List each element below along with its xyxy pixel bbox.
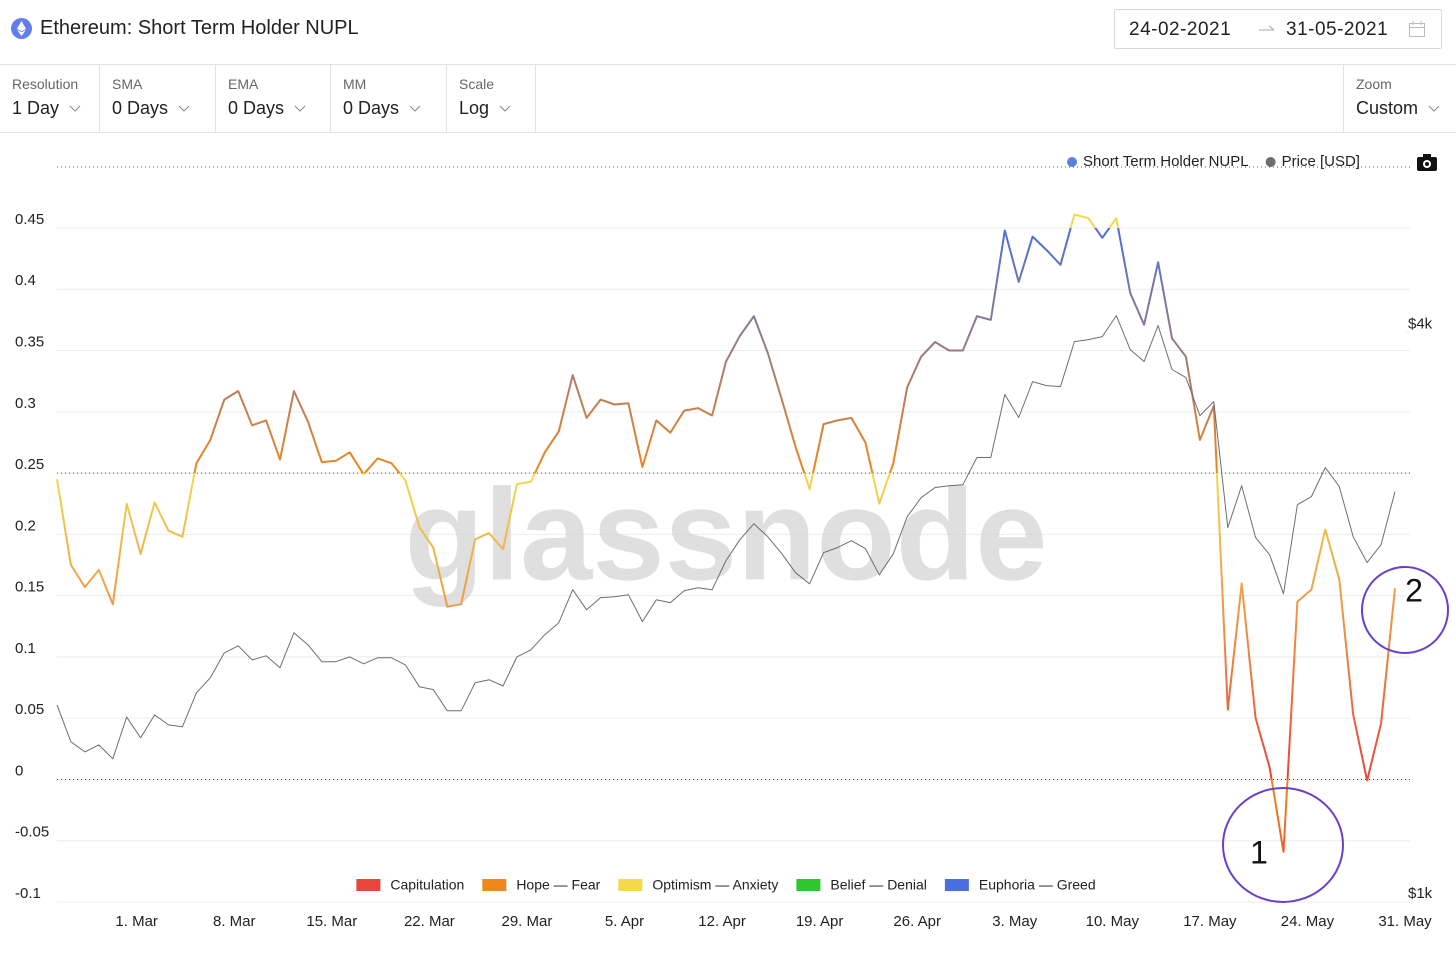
zone-swatch — [618, 879, 643, 891]
annotation-circle — [1222, 787, 1344, 903]
x-tick-label: 24. May — [1281, 913, 1335, 930]
chevron — [499, 105, 511, 112]
toolbar-item[interactable]: EMA 0 Days — [216, 65, 331, 132]
y-tick-label: 0.25 — [15, 456, 44, 473]
y-tick-label: 0.15 — [15, 579, 44, 596]
annotation-circle — [1361, 566, 1449, 654]
chevron — [409, 105, 421, 112]
toolbar-label: EMA — [228, 76, 259, 92]
arrow-icon — [1259, 25, 1275, 31]
x-tick-label: 17. May — [1183, 913, 1237, 930]
toolbar-label: Scale — [459, 76, 495, 92]
y-tick-label: 0 — [15, 762, 23, 779]
date-to[interactable]: 31-05-2021 — [1286, 19, 1389, 40]
watermark: glassnode — [405, 461, 1048, 607]
annotation-label: 1 — [1250, 834, 1268, 870]
x-tick-label: 19. Apr — [796, 913, 844, 930]
x-tick-label: 5. Apr — [605, 913, 644, 930]
legend-marker — [1067, 157, 1077, 167]
annotation-label: 2 — [1405, 572, 1423, 608]
x-tick-label: 22. Mar — [404, 913, 455, 930]
toolbar-label: SMA — [112, 76, 143, 92]
toolbar-label: MM — [343, 76, 367, 92]
calendar-icon[interactable] — [1408, 20, 1426, 38]
x-tick-label: 31. May — [1378, 913, 1432, 930]
zone-swatch — [482, 879, 507, 891]
zone-label: Capitulation — [390, 877, 464, 893]
y-tick-label: -0.05 — [15, 824, 49, 841]
y2-tick-label: $1k — [1408, 885, 1433, 902]
y-tick-label: 0.35 — [15, 334, 44, 351]
y-tick-label: 0.1 — [15, 640, 36, 657]
camera-icon[interactable] — [1417, 154, 1437, 171]
y-tick-label: 0.4 — [15, 272, 36, 289]
chevron — [178, 105, 190, 112]
chevron — [69, 105, 81, 112]
eth-icon — [11, 18, 32, 39]
x-tick-label: 12. Apr — [698, 913, 746, 930]
nupl-line — [56, 213, 1396, 853]
zone-label: Euphoria — Greed — [979, 877, 1096, 893]
toolbar-item[interactable]: Scale Log — [447, 65, 536, 132]
legend-label: Price [USD] — [1282, 153, 1360, 170]
toolbar-item[interactable]: Zoom Custom — [1343, 65, 1456, 132]
x-tick-label: 10. May — [1086, 913, 1140, 930]
y2-tick-label: $4k — [1408, 316, 1433, 333]
zone-swatch — [796, 879, 821, 891]
toolbar-label: Zoom — [1356, 76, 1392, 92]
y-tick-label: -0.1 — [15, 885, 41, 902]
y-tick-label: 0.3 — [15, 395, 36, 412]
x-tick-label: 26. Apr — [893, 913, 941, 930]
toolbar: Resolution 1 Day SMA 0 Days EMA 0 Days MM 0 Day… — [0, 65, 1456, 133]
date-range[interactable]: 24-02-2021 31-05-2021 — [1114, 9, 1442, 49]
toolbar-item[interactable]: SMA 0 Days — [100, 65, 216, 132]
legend-marker — [1265, 157, 1276, 167]
toolbar-value[interactable]: 0 Days — [228, 98, 285, 118]
zone-label: Belief — Denial — [830, 877, 927, 893]
date-from[interactable]: 24-02-2021 — [1129, 19, 1232, 40]
chevron — [294, 105, 306, 112]
zone-label: Optimism — Anxiety — [652, 877, 778, 893]
toolbar-value[interactable]: Log — [459, 98, 490, 118]
y-tick-label: 0.45 — [15, 211, 44, 228]
zone-label: Hope — Fear — [516, 877, 600, 893]
toolbar-value[interactable]: 1 Day — [12, 98, 60, 118]
x-tick-label: 1. Mar — [115, 913, 158, 930]
toolbar-label: Resolution — [12, 76, 79, 92]
toolbar-value[interactable]: 0 Days — [112, 98, 169, 118]
toolbar-value[interactable]: Custom — [1356, 98, 1419, 118]
title: Ethereum: Short Term Holder NUPL — [40, 17, 359, 39]
x-tick-label: 8. Mar — [213, 913, 256, 930]
toolbar-item[interactable]: Resolution 1 Day — [0, 65, 100, 132]
zone-swatch — [944, 879, 969, 891]
y-tick-label: 0.05 — [15, 701, 44, 718]
header: Ethereum: Short Term Holder NUPL 24-02-2… — [0, 0, 1456, 65]
y-tick-label: 0.2 — [15, 517, 36, 534]
chevron — [1428, 105, 1440, 112]
legend-label: Short Term Holder NUPL — [1083, 153, 1249, 170]
x-tick-label: 29. Mar — [502, 913, 553, 930]
zone-legend: Capitulation Hope — Fear Optimism — Anxiet… — [356, 877, 1096, 893]
toolbar-item[interactable]: MM 0 Days — [331, 65, 447, 132]
zone-swatch — [356, 879, 381, 891]
toolbar-value[interactable]: 0 Days — [343, 98, 400, 118]
x-tick-label: 3. May — [992, 913, 1038, 930]
x-tick-label: 15. Mar — [306, 913, 357, 930]
price-line — [56, 315, 1396, 760]
